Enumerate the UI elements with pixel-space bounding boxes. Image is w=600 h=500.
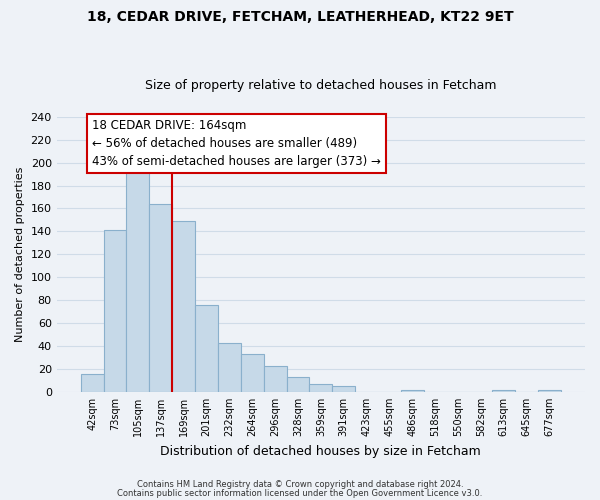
Bar [172,221,195,392]
Bar [104,230,127,392]
Text: 18, CEDAR DRIVE, FETCHAM, LEATHERHEAD, KT22 9ET: 18, CEDAR DRIVE, FETCHAM, LEATHERHEAD, K… [86,10,514,24]
Bar [149,204,172,392]
Bar [80,374,104,392]
Bar [493,390,515,392]
Text: Contains public sector information licensed under the Open Government Licence v3: Contains public sector information licen… [118,489,482,498]
Bar [401,390,424,392]
Bar [287,377,310,392]
Y-axis label: Number of detached properties: Number of detached properties [15,166,25,342]
Bar [195,305,218,392]
Bar [310,384,332,392]
Text: 18 CEDAR DRIVE: 164sqm
← 56% of detached houses are smaller (489)
43% of semi-de: 18 CEDAR DRIVE: 164sqm ← 56% of detached… [92,119,381,168]
Title: Size of property relative to detached houses in Fetcham: Size of property relative to detached ho… [145,79,497,92]
Bar [263,366,287,392]
X-axis label: Distribution of detached houses by size in Fetcham: Distribution of detached houses by size … [160,444,481,458]
Text: Contains HM Land Registry data © Crown copyright and database right 2024.: Contains HM Land Registry data © Crown c… [137,480,463,489]
Bar [218,342,241,392]
Bar [127,162,149,392]
Bar [332,386,355,392]
Bar [538,390,561,392]
Bar [241,354,263,392]
